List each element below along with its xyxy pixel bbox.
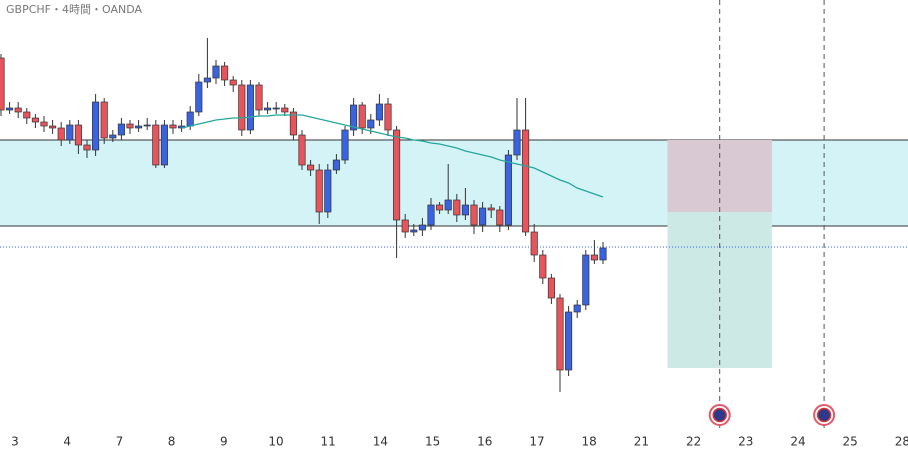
candle-body: [487, 207, 495, 211]
candle-body: [522, 129, 530, 233]
x-tick-label: 11: [321, 435, 336, 449]
candle-body: [264, 107, 272, 111]
x-tick-label: 17: [529, 435, 544, 449]
x-tick-label: 16: [477, 435, 492, 449]
candle-body: [6, 107, 14, 111]
candle-body: [14, 107, 22, 113]
candle-body: [470, 204, 478, 226]
x-tick-label: 10: [268, 435, 283, 449]
candle-body: [324, 169, 332, 213]
candle-body: [186, 111, 194, 127]
x-tick-label: 7: [116, 435, 124, 449]
candle-body: [547, 277, 555, 299]
candle-body: [92, 101, 100, 151]
candle-body: [418, 224, 426, 231]
candle-body: [573, 304, 581, 313]
candle-body: [479, 207, 487, 226]
candle-body: [384, 103, 392, 131]
candle-body: [350, 104, 358, 131]
x-tick-label: 4: [63, 435, 71, 449]
candle-body: [57, 127, 65, 141]
candle-body: [117, 123, 125, 136]
candle-body: [49, 125, 57, 129]
candle-body: [40, 121, 48, 127]
candle-body: [169, 124, 177, 129]
candle-body: [530, 231, 538, 256]
candle-body: [246, 84, 254, 131]
candle-body: [212, 65, 220, 79]
candle-body: [401, 219, 409, 233]
candle-body: [367, 119, 375, 129]
x-tick-label: 28: [895, 435, 908, 449]
x-tick-label: 24: [790, 435, 805, 449]
candle-body: [427, 204, 435, 226]
candle-body: [410, 229, 418, 233]
candle-body: [307, 164, 315, 171]
candle-body: [135, 125, 143, 129]
candle-body: [298, 134, 306, 166]
candle-body: [66, 124, 74, 141]
event-icon-flag: [712, 407, 727, 423]
candle-body: [358, 104, 366, 129]
event-icon-flag: [816, 407, 832, 423]
candle-body: [565, 311, 573, 371]
candle-body: [74, 124, 82, 146]
moving-average: [181, 114, 604, 198]
candle-body: [332, 159, 340, 171]
candle-body: [238, 84, 246, 131]
x-tick-label: 14: [373, 435, 388, 449]
candle-body: [582, 254, 590, 306]
x-tick-label: 21: [634, 435, 649, 449]
candle-body: [31, 117, 39, 123]
candle-body: [100, 101, 108, 139]
x-tick-label: 15: [425, 435, 440, 449]
x-tick-label: 18: [582, 435, 597, 449]
chart-title: GBPCHF・4時間・OANDA: [6, 3, 142, 16]
candle-body: [556, 297, 564, 371]
candle-body: [590, 254, 598, 261]
candle-body: [229, 79, 237, 86]
candle-body: [152, 124, 160, 166]
candle-body: [539, 254, 547, 279]
candle-body: [375, 103, 383, 121]
candle-body: [496, 209, 504, 226]
candle-body: [23, 111, 31, 119]
x-tick-label: 3: [11, 435, 19, 449]
candle-body: [83, 144, 91, 151]
candle-body: [203, 77, 211, 83]
candle-body: [341, 129, 349, 161]
candle-body: [289, 111, 297, 136]
candle-body: [315, 169, 323, 213]
candle-body: [504, 154, 512, 226]
candle-body: [255, 84, 263, 111]
x-tick-label: 22: [686, 435, 701, 449]
candle-body: [513, 129, 521, 156]
x-tick-label: 9: [220, 435, 228, 449]
x-tick-label: 25: [843, 435, 858, 449]
x-tick-label: 23: [738, 435, 753, 449]
candle-body: [599, 247, 607, 261]
candle-body: [143, 124, 151, 127]
candle-body: [461, 204, 469, 216]
candle-body: [126, 123, 134, 129]
candle-body: [436, 204, 444, 211]
candle-body: [272, 107, 280, 110]
candle-body: [109, 134, 117, 139]
candle-body: [160, 124, 168, 166]
candle-body: [0, 57, 5, 111]
candle-body: [195, 81, 203, 113]
candle-body: [221, 65, 229, 81]
x-tick-label: 8: [168, 435, 176, 449]
candle-body: [393, 129, 401, 221]
candle-body: [444, 199, 452, 211]
candle-body: [281, 107, 289, 113]
candle-body: [453, 199, 461, 216]
